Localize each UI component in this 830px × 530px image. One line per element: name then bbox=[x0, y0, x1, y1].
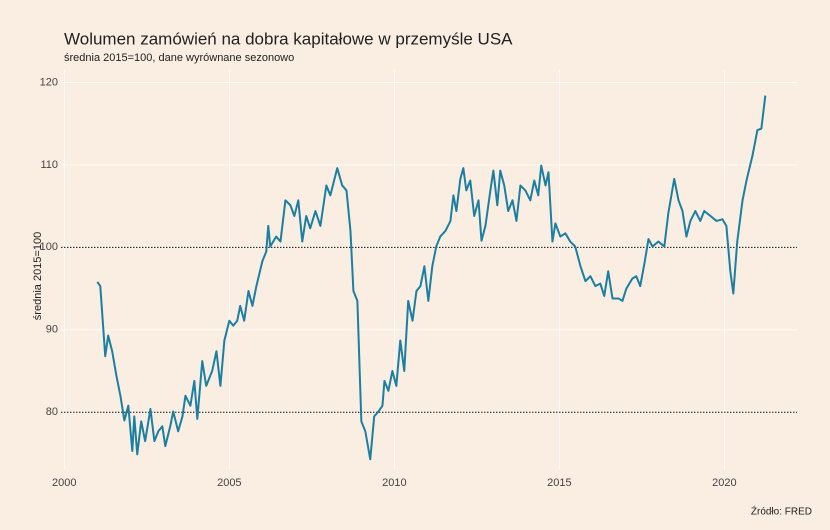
x-tick-label: 2020 bbox=[712, 477, 736, 489]
x-tick-label: 2015 bbox=[547, 477, 571, 489]
x-tick-label: 2005 bbox=[217, 477, 241, 489]
y-tick-label: 110 bbox=[40, 159, 58, 171]
y-tick-label: 90 bbox=[46, 324, 58, 336]
source-note: Źródło: FRED bbox=[751, 505, 812, 518]
chart-title: Wolumen zamówień na dobra kapitałowe w p… bbox=[64, 29, 513, 48]
y-tick-label: 100 bbox=[40, 241, 58, 253]
x-tick-label: 2010 bbox=[382, 477, 406, 489]
y-tick-label: 80 bbox=[46, 406, 58, 418]
data-line bbox=[96, 95, 767, 461]
y-axis-label: średnia 2015=100 bbox=[32, 232, 44, 320]
chart-subtitle: średnia 2015=100, dane wyrównane sezonow… bbox=[64, 52, 294, 64]
y-tick-label: 120 bbox=[40, 76, 58, 88]
x-tick-label: 2000 bbox=[52, 477, 76, 489]
